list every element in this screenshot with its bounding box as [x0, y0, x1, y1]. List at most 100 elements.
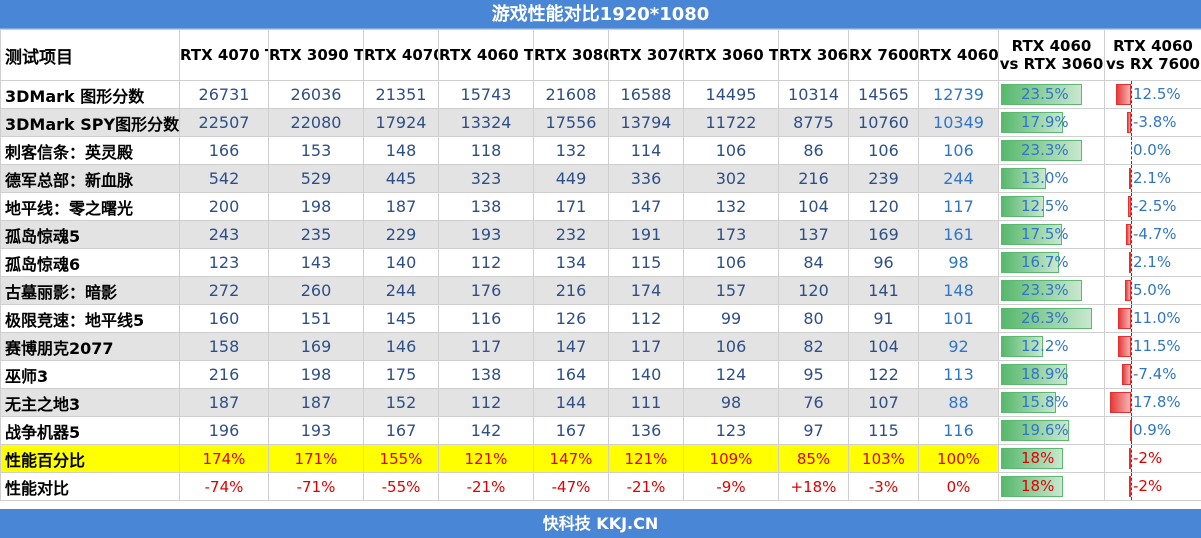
bar-vs-7600: -4.7% [1104, 220, 1201, 249]
score-cell: 122 [848, 360, 919, 389]
score-cell: 148 [363, 136, 439, 165]
bar-value-label: 11.0% [1133, 309, 1181, 327]
score-cell: 187 [179, 388, 269, 417]
score-cell: 542 [179, 164, 269, 193]
score-cell: 161 [918, 220, 999, 249]
score-cell: 107 [848, 388, 919, 417]
header-gpu: RTX 3060 Ti [683, 29, 779, 81]
bar-vs-7600: -2% [1104, 472, 1201, 501]
summary-cell: -71% [268, 472, 364, 501]
bar-positive [1001, 224, 1062, 245]
test-name: 无主之地3 [0, 388, 180, 417]
summary-cell: 171% [268, 444, 364, 473]
bar-negative [1117, 336, 1131, 357]
score-cell: 137 [778, 220, 849, 249]
bar-value-label: 11.5% [1133, 337, 1181, 355]
score-cell: 15743 [438, 80, 534, 109]
score-cell: 243 [179, 220, 269, 249]
bar-axis [1131, 81, 1132, 108]
score-cell: 232 [533, 220, 609, 249]
header-compare: RTX 4060 vs RTX 3060 [998, 29, 1105, 81]
score-cell: 336 [608, 164, 684, 193]
summary-cell: -74% [179, 472, 269, 501]
score-cell: 91 [848, 304, 919, 333]
bar-axis [1131, 109, 1132, 136]
score-cell: 106 [918, 136, 999, 165]
summary-cell: 100% [918, 444, 999, 473]
bar-axis [1131, 445, 1132, 472]
score-cell: 147 [533, 332, 609, 361]
score-cell: 10349 [918, 108, 999, 137]
score-cell: 235 [268, 220, 364, 249]
score-cell: 173 [683, 220, 779, 249]
score-cell: 13794 [608, 108, 684, 137]
summary-row-compare: 性能对比 -74% -71% -55% -21% -47% -21% -9% +18% -3% 0%… [0, 472, 1201, 501]
bar-vs-3060: 17.9% [998, 108, 1105, 137]
test-name: 3DMark SPY图形分数 [0, 108, 180, 137]
bar-value-label: -2% [1133, 477, 1163, 495]
score-cell: 160 [179, 304, 269, 333]
test-name: 3DMark 图形分数 [0, 80, 180, 109]
score-cell: 104 [778, 192, 849, 221]
score-cell: 13324 [438, 108, 534, 137]
summary-cell: 0% [918, 472, 999, 501]
summary-cell: -55% [363, 472, 439, 501]
bar-vs-3060: 23.5% [998, 80, 1105, 109]
table-row: 战争机器5 196 193 167 142 167 136 123 97 115 116 19.6% 0… [0, 416, 1201, 445]
score-cell: 104 [848, 332, 919, 361]
header-gpu: RTX 3090 Ti [268, 29, 364, 81]
score-cell: 12739 [918, 80, 999, 109]
score-cell: 84 [778, 248, 849, 277]
score-cell: 21608 [533, 80, 609, 109]
bar-positive [1118, 308, 1131, 329]
score-cell: 112 [438, 388, 534, 417]
bar-negative [1126, 112, 1131, 133]
bar-vs-7600: 2.1% [1104, 164, 1201, 193]
table-row: 赛博朋克2077 158 169 146 117 147 117 106 82 104 92 12.2… [0, 332, 1201, 361]
bar-positive [1001, 168, 1047, 189]
test-name: 德军总部：新血脉 [0, 164, 180, 193]
bar-vs-7600: 12.5% [1104, 80, 1201, 109]
score-cell: 112 [608, 304, 684, 333]
header-gpu: RTX 3080 [533, 29, 609, 81]
score-cell: 99 [683, 304, 779, 333]
bar-positive [1001, 392, 1056, 413]
score-cell: 118 [438, 136, 534, 165]
bar-vs-7600: 17.8% [1104, 388, 1201, 417]
score-cell: 88 [918, 388, 999, 417]
score-cell: 229 [363, 220, 439, 249]
summary-cell: -3% [848, 472, 919, 501]
summary-cell: 174% [179, 444, 269, 473]
bar-vs-3060: 23.3% [998, 276, 1105, 305]
bar-positive [1129, 420, 1132, 441]
score-cell: 111 [608, 388, 684, 417]
score-cell: 196 [179, 416, 269, 445]
test-name: 巫师3 [0, 360, 180, 389]
bar-vs-3060: 26.3% [998, 304, 1105, 333]
test-name: 古墓丽影：暗影 [0, 276, 180, 305]
score-cell: 142 [438, 416, 534, 445]
bar-value-label: 12.5% [1021, 197, 1069, 215]
bar-negative [1128, 196, 1131, 217]
header-compare-line1: RTX 4060 [1011, 37, 1092, 55]
score-cell: 302 [683, 164, 779, 193]
bar-value-label: 26.3% [1021, 309, 1069, 327]
score-cell: 174 [608, 276, 684, 305]
score-cell: 134 [533, 248, 609, 277]
score-cell: 96 [848, 248, 919, 277]
score-cell: 529 [268, 164, 364, 193]
score-cell: 169 [848, 220, 919, 249]
bar-positive [1128, 252, 1131, 273]
score-cell: 216 [179, 360, 269, 389]
score-cell: 116 [918, 416, 999, 445]
score-cell: 80 [778, 304, 849, 333]
bar-value-label: 17.8% [1133, 393, 1181, 411]
bar-vs-3060: 12.5% [998, 192, 1105, 221]
score-cell: 260 [268, 276, 364, 305]
score-cell: 167 [533, 416, 609, 445]
score-cell: 124 [683, 360, 779, 389]
score-cell: 157 [683, 276, 779, 305]
table-row: 古墓丽影：暗影 272 260 244 176 216 174 157 120 141 148 23.… [0, 276, 1201, 305]
summary-cell: -21% [608, 472, 684, 501]
